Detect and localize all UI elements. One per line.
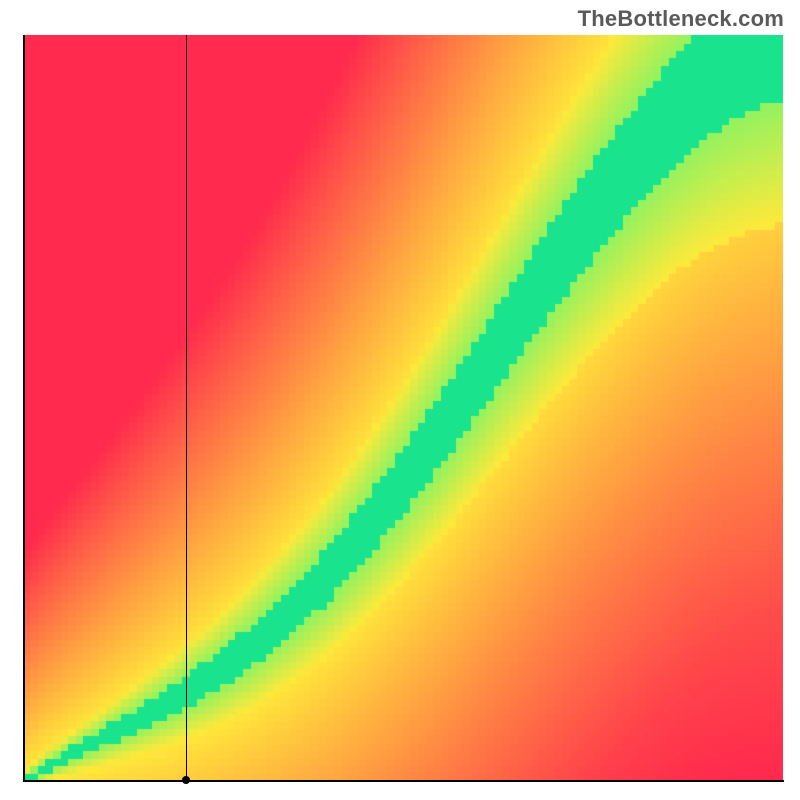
crosshair-vertical bbox=[186, 35, 187, 780]
y-axis bbox=[23, 35, 25, 780]
heatmap-canvas bbox=[23, 35, 783, 780]
crosshair-marker bbox=[182, 776, 190, 784]
x-axis bbox=[23, 780, 784, 782]
watermark-text: TheBottleneck.com bbox=[578, 6, 784, 32]
plot-area bbox=[23, 35, 783, 780]
